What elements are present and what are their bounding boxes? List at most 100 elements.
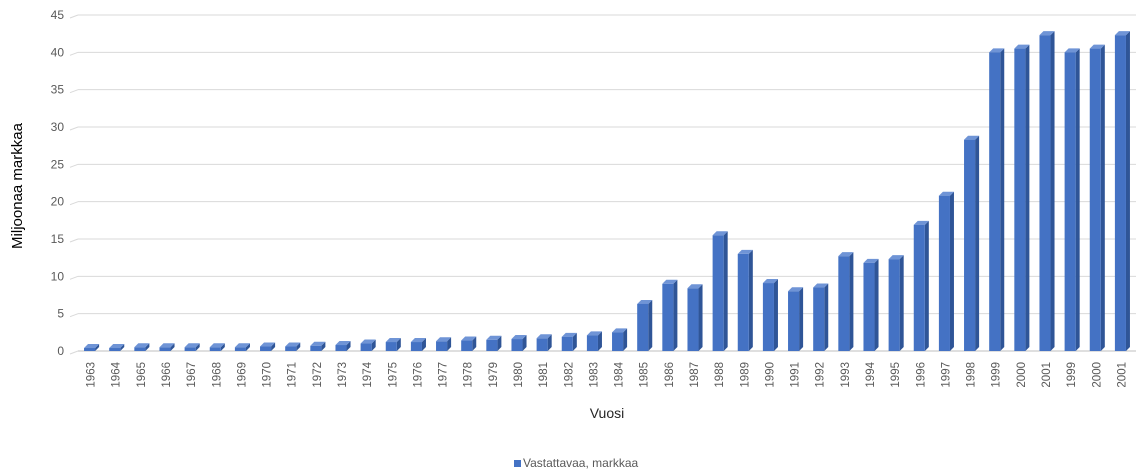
bar-side: [296, 342, 301, 351]
bar-1999: [989, 48, 1005, 351]
x-tick-label: 1988: [714, 362, 726, 388]
bar-1999: [1064, 48, 1080, 351]
x-tick-label: 1982: [563, 362, 575, 388]
bar-top: [385, 338, 401, 343]
bar-side: [799, 287, 804, 351]
bar-1981: [536, 334, 552, 351]
gridline-edge: [69, 313, 79, 318]
bar-side: [396, 338, 401, 351]
x-axis-title: Vuosi: [590, 405, 625, 421]
gridline-edge: [69, 350, 79, 355]
x-tick-label: 1991: [790, 362, 802, 388]
bar-1986: [662, 279, 678, 351]
bar-top: [863, 258, 879, 263]
bar-top: [209, 343, 225, 348]
gridline-edge: [69, 51, 79, 56]
bar-top: [159, 343, 175, 348]
x-tick-label: 1972: [312, 362, 324, 388]
bar-2000: [1014, 44, 1030, 351]
bar-front: [813, 287, 825, 351]
bar-1994: [863, 258, 879, 351]
bar-top: [184, 343, 200, 348]
bar-front: [561, 336, 573, 351]
y-tick-label: 35: [51, 83, 65, 97]
bar-top: [260, 342, 276, 347]
bar-side: [975, 135, 980, 351]
bar-top: [285, 342, 301, 347]
bar-front: [938, 195, 950, 351]
bar-front: [410, 342, 422, 351]
x-tick-label: 2001: [1041, 362, 1053, 388]
bar-front: [385, 342, 397, 351]
bar-front: [964, 139, 976, 351]
bar-front: [612, 332, 624, 351]
bar-top: [1014, 44, 1030, 49]
gridline-edge: [69, 163, 79, 168]
bar-1995: [888, 255, 904, 351]
bar-front: [762, 283, 774, 351]
bar-front: [888, 259, 900, 351]
bar-top: [964, 135, 980, 140]
bar-side: [924, 220, 929, 351]
bar-1980: [511, 335, 527, 351]
bar-front: [234, 347, 246, 351]
bar-side: [723, 231, 728, 351]
bar-side: [497, 335, 502, 351]
bar-side: [673, 279, 678, 351]
bar-top: [234, 343, 250, 348]
bar-top: [788, 287, 804, 292]
bar-top: [612, 328, 628, 333]
bar-top: [134, 343, 150, 348]
bar-top: [938, 191, 954, 196]
bar-front: [486, 339, 498, 351]
bar-top: [1114, 31, 1130, 36]
bar-side: [824, 283, 829, 351]
bar-side: [773, 279, 778, 351]
bar-top: [436, 337, 452, 342]
bar-side: [271, 342, 276, 351]
gridline-edge: [69, 275, 79, 280]
bar-1996: [913, 220, 929, 351]
x-tick-labels: 1963 1964 1965 1966 1967 1968 1969 1970 1971 1972…: [86, 361, 1129, 387]
bar-front: [84, 348, 96, 351]
bar-side: [1075, 48, 1080, 351]
bar-front: [637, 303, 649, 351]
x-tick-label: 1985: [639, 362, 651, 388]
bars: [84, 31, 1130, 351]
bar-front: [109, 348, 121, 351]
bar-top: [511, 335, 527, 340]
bar-front: [260, 346, 272, 351]
bar-front: [913, 224, 925, 351]
bar-side: [95, 344, 100, 351]
bar-top: [1039, 31, 1055, 36]
bar-front: [285, 346, 297, 351]
bar-side: [1125, 31, 1130, 351]
bar-side: [547, 334, 552, 351]
x-tick-label: 1990: [764, 362, 776, 388]
bar-front: [159, 347, 171, 351]
bar-front: [511, 339, 523, 351]
x-tick-label: 1997: [940, 362, 952, 388]
bar-side: [698, 284, 703, 351]
y-tick-label: 45: [51, 8, 65, 22]
bar-1978: [461, 336, 477, 351]
bar-1984: [612, 328, 628, 351]
bar-front: [184, 347, 196, 351]
bar-1985: [637, 299, 653, 351]
bar-1973: [335, 341, 351, 351]
bar-top: [888, 255, 904, 260]
bar-1997: [938, 191, 954, 351]
x-tick-label: 1999: [1066, 362, 1078, 388]
bar-1971: [285, 342, 301, 351]
x-tick-label: 1992: [815, 362, 827, 388]
bar-1968: [209, 343, 225, 351]
bar-top: [913, 220, 929, 225]
bar-side: [220, 343, 225, 351]
x-tick-label: 1978: [463, 362, 475, 388]
bar-top: [712, 231, 728, 236]
x-tick-label: 1977: [438, 362, 450, 388]
bar-1998: [964, 135, 980, 351]
bar-front: [662, 283, 674, 351]
x-tick-label: 1993: [840, 362, 852, 388]
y-axis-title: Miljoonaa markkaa: [9, 122, 26, 249]
